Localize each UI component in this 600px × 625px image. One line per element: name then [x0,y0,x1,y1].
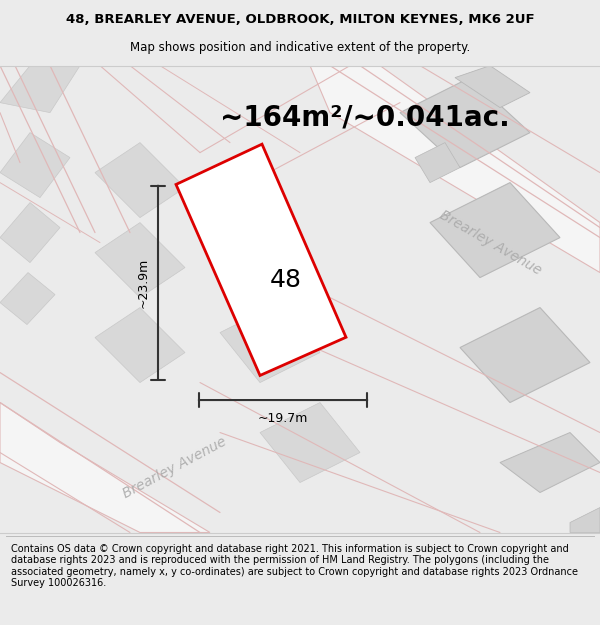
Text: ~164m²/~0.041ac.: ~164m²/~0.041ac. [220,104,510,132]
Polygon shape [310,66,600,272]
Polygon shape [0,402,210,532]
Text: Contains OS data © Crown copyright and database right 2021. This information is : Contains OS data © Crown copyright and d… [11,544,578,588]
Polygon shape [0,132,70,198]
Polygon shape [430,182,560,278]
Polygon shape [176,144,346,376]
Text: Brearley Avenue: Brearley Avenue [121,434,229,501]
Polygon shape [460,308,590,402]
Polygon shape [0,202,60,262]
Text: Map shows position and indicative extent of the property.: Map shows position and indicative extent… [130,41,470,54]
Text: 48, BREARLEY AVENUE, OLDBROOK, MILTON KEYNES, MK6 2UF: 48, BREARLEY AVENUE, OLDBROOK, MILTON KE… [65,13,535,26]
Polygon shape [455,66,530,108]
Polygon shape [0,272,55,324]
Polygon shape [95,222,185,298]
Polygon shape [260,402,360,482]
Polygon shape [570,508,600,532]
Polygon shape [220,302,320,382]
Text: ~19.7m: ~19.7m [258,412,308,425]
Polygon shape [415,142,460,182]
Text: ~23.9m: ~23.9m [137,258,150,308]
Polygon shape [95,308,185,382]
Text: Brearley Avenue: Brearley Avenue [437,208,544,278]
Polygon shape [400,78,530,168]
Text: 48: 48 [270,268,302,292]
Polygon shape [0,66,80,112]
Polygon shape [500,432,600,492]
Polygon shape [95,142,185,218]
